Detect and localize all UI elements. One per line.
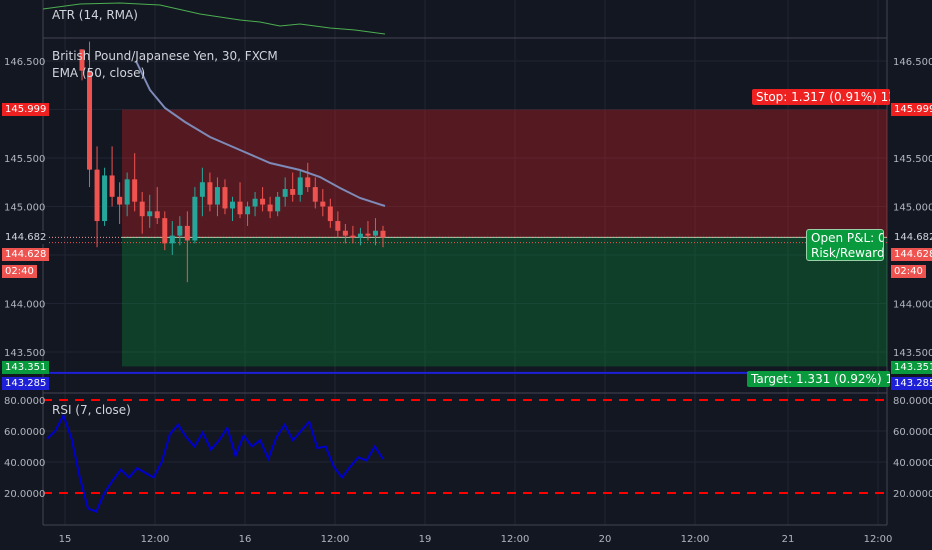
rsi-tick-label: 80.0000 <box>4 396 45 407</box>
candle-body <box>79 49 85 71</box>
time-tick-label: 15 <box>59 534 72 545</box>
bid-price-tag-right: 144.682 <box>891 231 932 244</box>
take-profit-label[interactable]: Target: 1.331 (0.92%) 1 <box>747 371 890 387</box>
candle-body <box>139 201 145 217</box>
candle-body <box>312 187 318 202</box>
last-price-tag-left: 144.628 <box>2 248 50 261</box>
rsi-tick-label: 20.0000 <box>893 489 932 500</box>
time-tick-label: 16 <box>239 534 252 545</box>
candle-body <box>230 201 235 209</box>
candle-body <box>87 70 93 170</box>
rsi-tick-label: 80.0000 <box>893 396 932 407</box>
candle-body <box>282 189 288 197</box>
target-price-tag-left: 143.351 <box>2 361 50 374</box>
take-profit-zone <box>122 237 887 367</box>
blue-line-price-tag-left: 143.285 <box>2 377 50 390</box>
price-tick-label: 145.500 <box>893 154 932 165</box>
rsi-tick-label: 40.0000 <box>893 458 932 469</box>
rsi-line <box>46 413 384 513</box>
price-tick-label: 145.000 <box>893 203 932 214</box>
time-tick-label: 19 <box>419 534 432 545</box>
candle-body <box>132 179 138 202</box>
time-tick-label: 20 <box>599 534 612 545</box>
bid-price-tag-left: 144.682 <box>2 231 50 244</box>
candle-body <box>154 211 160 219</box>
candle-body <box>207 182 213 205</box>
candle-body <box>102 175 108 222</box>
blue-line-price-tag-right: 143.285 <box>891 377 932 390</box>
time-tick-label: 12:00 <box>321 534 350 545</box>
candle-body <box>320 201 326 207</box>
ema-line <box>135 60 386 207</box>
rsi-tick-label: 20.0000 <box>4 489 45 500</box>
candle-body <box>214 187 220 205</box>
time-tick-label: 12:00 <box>501 534 530 545</box>
symbol-title[interactable]: British Pound/Japanese Yen, 30, FXCM <box>52 49 278 63</box>
candle-body <box>267 204 273 212</box>
price-tick-label: 146.500 <box>4 57 45 68</box>
candle-body <box>162 218 168 244</box>
candle-body <box>260 198 266 205</box>
atr-indicator-title[interactable]: ATR (14, RMA) <box>52 8 138 22</box>
candle-body <box>237 201 243 215</box>
time-tick-label: 12:00 <box>141 534 170 545</box>
time-tick-label: 12:00 <box>681 534 710 545</box>
candle-countdown-tag-left: 02:40 <box>2 265 37 278</box>
price-tick-label: 144.000 <box>4 300 45 311</box>
time-tick-label: 12:00 <box>864 534 893 545</box>
candle-body <box>192 196 198 241</box>
candle-body <box>184 225 190 241</box>
candle-body <box>169 235 175 244</box>
candle-body <box>109 175 115 197</box>
price-tick-label: 143.500 <box>893 348 932 359</box>
candle-body <box>245 206 251 215</box>
target-price-tag-right: 143.351 <box>891 361 932 374</box>
price-tick-label: 145.000 <box>4 203 45 214</box>
rsi-tick-label: 60.0000 <box>893 427 932 438</box>
price-tick-label: 143.500 <box>4 348 45 359</box>
candle-body <box>252 198 258 207</box>
stop-loss-zone <box>122 109 887 238</box>
candle-body <box>365 233 371 236</box>
candle-body <box>380 230 386 238</box>
atr-line <box>42 2 386 35</box>
rsi-indicator-title[interactable]: RSI (7, close) <box>52 403 131 417</box>
candle-body <box>357 233 363 238</box>
risk-reward-label: Risk/Reward <box>811 246 884 260</box>
last-price-tag-right: 144.628 <box>891 248 932 261</box>
candle-body <box>124 179 130 205</box>
price-tick-label: 146.500 <box>893 57 932 68</box>
candle-body <box>327 206 333 222</box>
candle-body <box>177 225 183 236</box>
candle-body <box>290 189 296 195</box>
candle-countdown-tag-right: 02:40 <box>891 265 926 278</box>
open-pnl-label: Open P&L: 0.0 <box>811 231 883 245</box>
ema-indicator-title[interactable]: EMA (50, close) <box>52 66 146 80</box>
candle-body <box>350 235 356 238</box>
rsi-tick-label: 60.0000 <box>4 427 45 438</box>
position-info-box[interactable]: Open P&L: 0.0 Risk/Reward <box>806 229 884 261</box>
rsi-tick-label: 40.0000 <box>4 458 45 469</box>
candle-body <box>297 177 303 195</box>
candle-body <box>147 211 153 217</box>
stop-price-tag-left: 145.999 <box>2 103 50 116</box>
price-tick-label: 145.500 <box>4 154 45 165</box>
stop-price-tag-right: 145.999 <box>891 103 932 116</box>
candle-body <box>342 230 348 236</box>
candle-body <box>117 196 123 205</box>
candle-body <box>199 182 205 197</box>
candle-body <box>222 187 228 209</box>
candle-body <box>335 221 341 231</box>
time-tick-label: 21 <box>782 534 795 545</box>
stop-loss-label[interactable]: Stop: 1.317 (0.91%) 13 <box>752 89 890 105</box>
price-tick-label: 144.000 <box>893 300 932 311</box>
candle-body <box>275 196 281 212</box>
candle-body <box>305 177 311 188</box>
candle-body <box>94 169 100 222</box>
candle-body <box>372 230 378 236</box>
